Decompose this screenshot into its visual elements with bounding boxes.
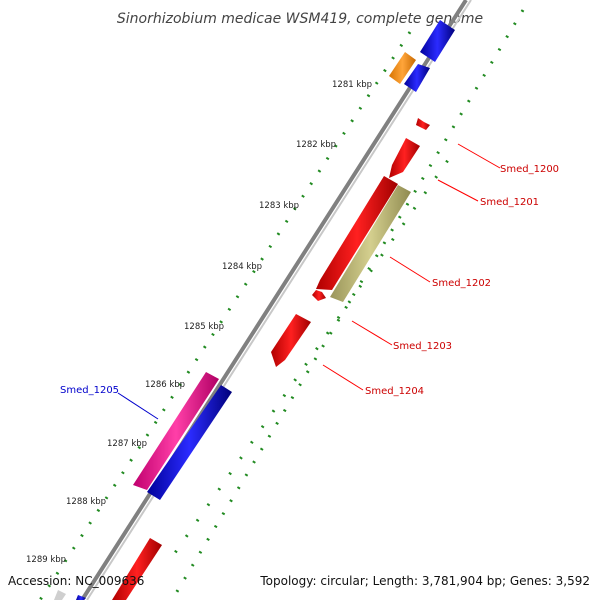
scale-label: 1286 kbp (145, 380, 185, 390)
leader-line-smed-1200 (457, 143, 501, 169)
gene-label-smed-1203[interactable]: Smed_1203 (393, 341, 452, 352)
gene-label-smed-1200[interactable]: Smed_1200 (500, 164, 559, 175)
leader-line-smed-1204 (322, 364, 364, 391)
feature-orange (389, 52, 416, 84)
scale-label: 1288 kbp (66, 497, 106, 507)
map-title: Sinorhizobium medicae WSM419, complete g… (117, 11, 483, 27)
leader-line-smed-1201 (437, 179, 479, 202)
gene-smed-1201 (389, 138, 420, 178)
feature-forward-top-2 (404, 64, 430, 92)
gene-label-smed-1201[interactable]: Smed_1201 (480, 197, 539, 208)
scale-label: 1282 kbp (296, 140, 336, 150)
scale-label: 1283 kbp (259, 201, 299, 211)
gene-smed-1203 (312, 290, 326, 301)
feature-faint-bottom (54, 590, 66, 600)
scale-track-inner (38, 31, 412, 600)
gene-label-smed-1204[interactable]: Smed_1204 (365, 386, 424, 397)
gene-smed-1204 (271, 314, 311, 367)
feature-forward-bottom (76, 595, 86, 600)
leader-line-smed-1202 (389, 256, 431, 283)
scale-label: 1284 kbp (222, 262, 262, 272)
scale-labels: 1281 kbp 1282 kbp 1283 kbp 1284 kbp 1285… (26, 80, 372, 565)
gc-track-outer (170, 9, 525, 600)
feature-reverse-bottom (112, 538, 162, 600)
leader-line-smed-1203 (351, 320, 393, 346)
feature-forward-1205 (147, 385, 232, 500)
gene-label-smed-1205[interactable]: Smed_1205 (60, 385, 119, 396)
feature-forward-top-1 (420, 20, 455, 62)
gene-label-smed-1202[interactable]: Smed_1202 (432, 278, 491, 289)
gene-smed-1202 (316, 176, 398, 290)
gene-labels: Smed_1200 Smed_1201 Smed_1202 Smed_1203 … (60, 164, 559, 397)
scale-label: 1287 kbp (107, 439, 147, 449)
gene-smed-1200 (416, 118, 430, 130)
scale-label: 1285 kbp (184, 322, 224, 332)
leader-lines (117, 143, 501, 420)
genome-backbone-shade (86, 0, 472, 600)
scale-label: 1281 kbp (332, 80, 372, 90)
genome-backbone (80, 0, 468, 600)
accession-text: Accession: NC_009636 (8, 574, 144, 588)
scale-label: 1289 kbp (26, 555, 66, 565)
gc-track-mid (168, 149, 457, 561)
feature-khaki (330, 185, 411, 302)
leader-line-smed-1205 (117, 392, 159, 420)
gene-smed-1205 (133, 372, 219, 490)
genome-summary-text: Topology: circular; Length: 3,781,904 bp… (259, 574, 590, 588)
